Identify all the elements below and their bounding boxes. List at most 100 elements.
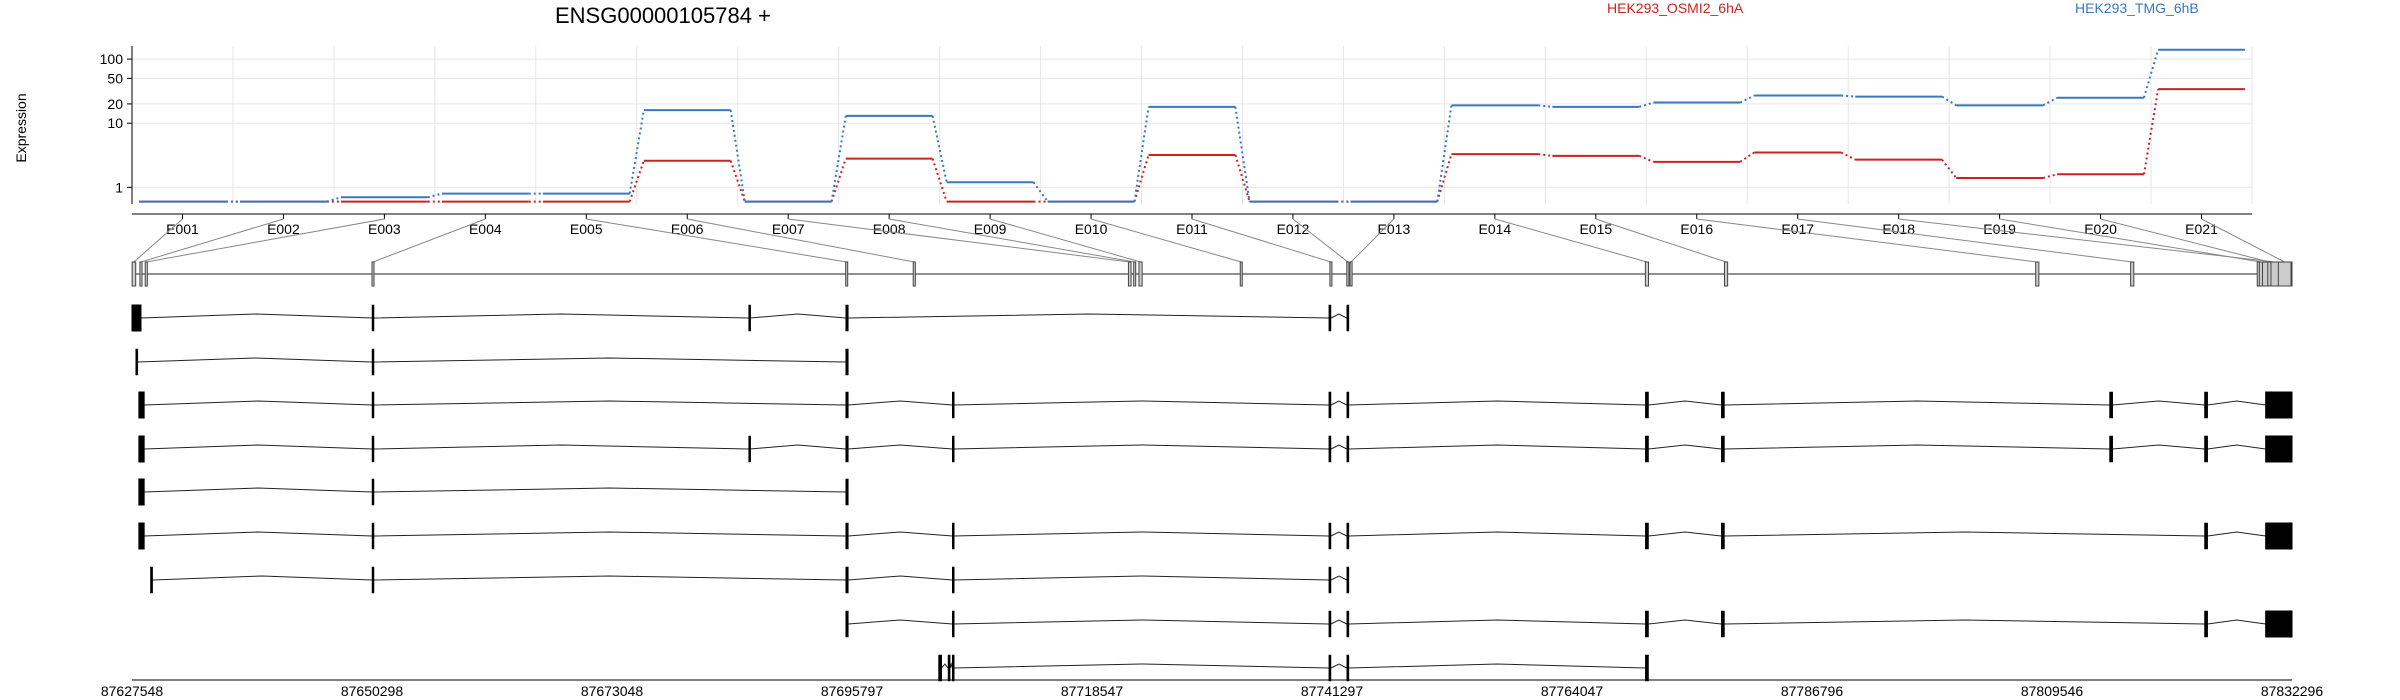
x-tick-label: E018 xyxy=(1882,221,1915,237)
chart-title: ENSG00000105784 + xyxy=(555,3,771,28)
exon-guide-lines xyxy=(133,218,2285,263)
intron xyxy=(848,619,953,625)
intron xyxy=(848,400,953,406)
exon xyxy=(1346,391,1350,419)
exon xyxy=(951,391,955,419)
exon-bin xyxy=(139,261,143,287)
intron xyxy=(750,313,846,319)
intron xyxy=(1648,400,1722,406)
exon xyxy=(2109,391,2113,419)
intron xyxy=(1648,531,1722,537)
exon xyxy=(371,304,375,332)
exon xyxy=(371,566,375,594)
transcript-row xyxy=(938,654,1649,682)
exon xyxy=(138,478,145,506)
exon xyxy=(951,435,955,463)
exon-bin xyxy=(1133,261,1137,287)
exon xyxy=(1721,610,1725,638)
intron xyxy=(1330,400,1348,406)
coord-tick-label: 87718547 xyxy=(1061,683,1124,699)
exon-guide-line xyxy=(133,218,183,263)
exon-bin xyxy=(2035,261,2040,287)
intron xyxy=(848,313,1329,319)
exon xyxy=(371,522,375,550)
exon-guide-line xyxy=(1292,218,1349,263)
exon xyxy=(135,348,139,376)
intron xyxy=(953,619,1329,625)
y-tick-label: 50 xyxy=(107,70,123,86)
exon xyxy=(1328,522,1332,550)
coord-tick-label: 87695797 xyxy=(821,683,884,699)
exon xyxy=(371,478,375,506)
intron xyxy=(140,313,373,319)
series-connector xyxy=(1941,159,1958,179)
series-connector xyxy=(628,109,645,194)
exon xyxy=(1346,435,1350,463)
exon xyxy=(845,391,849,419)
intron xyxy=(373,487,846,493)
exon-guide-line xyxy=(1595,218,1727,263)
exon-guide-line xyxy=(1797,218,2133,263)
intron xyxy=(373,313,749,319)
intron xyxy=(1724,619,2205,625)
x-axis: E001 E002 E003 E004 E005 E006 E007 E008 E009 E010… xyxy=(132,213,2252,237)
intron xyxy=(1724,531,2205,537)
exon-guide-line xyxy=(1898,218,2275,263)
exon-guide-line xyxy=(889,218,1135,263)
exon xyxy=(2204,522,2208,550)
intron xyxy=(2112,400,2205,406)
x-tick-label: E010 xyxy=(1075,221,1108,237)
series-connector xyxy=(1436,105,1453,202)
exon-guide-line xyxy=(1350,218,1395,263)
series-connector xyxy=(1234,106,1251,202)
series-connector xyxy=(1133,106,1150,202)
exon xyxy=(938,654,942,682)
intron xyxy=(2112,444,2205,450)
intron xyxy=(953,663,1329,669)
intron xyxy=(953,531,1329,537)
series-connector xyxy=(1841,94,1856,98)
intron xyxy=(1348,444,1646,450)
exon-bin-row xyxy=(131,261,2293,287)
exon xyxy=(2265,435,2293,463)
transcript-row xyxy=(135,348,849,376)
intron xyxy=(144,444,373,450)
exon-bin xyxy=(912,261,916,287)
series-lines xyxy=(139,48,2245,203)
exon xyxy=(845,304,849,332)
intron xyxy=(1348,663,1646,669)
exon xyxy=(2109,435,2113,463)
exon xyxy=(748,435,751,463)
genomic-coordinate-axis: 87627548 87650298 87673048 87695797 87718547… xyxy=(101,679,2323,699)
exon xyxy=(1645,654,1649,682)
exon-guide-line xyxy=(687,218,915,263)
intron xyxy=(2207,444,2266,450)
series-connector xyxy=(1234,154,1251,202)
exon xyxy=(1645,522,1649,550)
x-tick-label: E012 xyxy=(1277,221,1310,237)
exon xyxy=(748,304,751,332)
exon xyxy=(1346,610,1350,638)
exon xyxy=(1328,654,1332,682)
intron xyxy=(373,357,846,363)
coord-tick-label: 87673048 xyxy=(581,683,644,699)
transcript-row xyxy=(138,478,849,506)
exon-bin xyxy=(1138,261,1143,287)
exon-guide-line xyxy=(372,218,486,263)
exon xyxy=(1328,435,1332,463)
exon xyxy=(951,522,955,550)
exon-guide-line xyxy=(989,218,1141,263)
y-tick-label: 1 xyxy=(115,179,123,195)
exon-guide-line xyxy=(1494,218,1648,263)
series-connector xyxy=(729,109,746,202)
intron xyxy=(2207,400,2266,406)
exon-bin xyxy=(1239,261,1243,287)
series-1 xyxy=(139,48,2245,203)
x-tick-label: E002 xyxy=(267,221,300,237)
y-tick-label: 10 xyxy=(107,115,123,131)
x-tick-label: E019 xyxy=(1983,221,2016,237)
exon-guide-line xyxy=(586,218,847,263)
exon-guide-line xyxy=(1191,218,1332,263)
exon xyxy=(1645,610,1649,638)
